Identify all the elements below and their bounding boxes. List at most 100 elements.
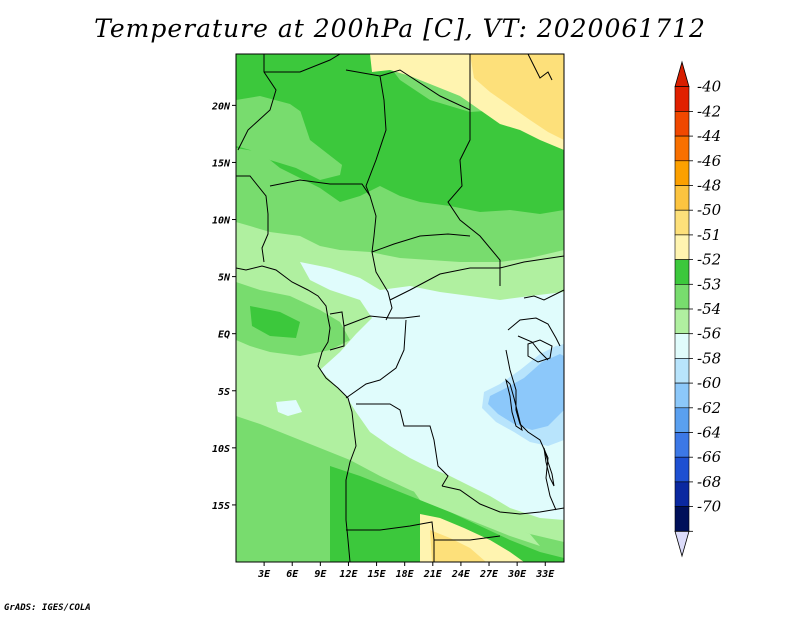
map-frame <box>235 53 565 563</box>
border-12 <box>329 326 345 351</box>
colorbar-label: -40 <box>697 78 722 96</box>
field-band-56-patch <box>276 400 302 416</box>
lon-tick-label: 30E <box>507 569 527 580</box>
lon-tick-label: 33E <box>535 569 555 580</box>
colorbar-label: -44 <box>697 127 721 145</box>
coastline-west <box>236 265 357 562</box>
field-band-56-central <box>300 262 564 520</box>
lat-tick-label: 10S <box>212 444 230 455</box>
colorbar-segment <box>674 209 690 236</box>
lake-tanganyika <box>505 378 523 432</box>
colorbar-segment <box>674 160 690 186</box>
lon-tick-label: 3E <box>257 569 271 580</box>
colorbar-segment <box>674 185 690 211</box>
colorbar-segment <box>674 432 690 458</box>
colorbar-label: -50 <box>697 201 722 219</box>
lake-victoria <box>527 339 553 363</box>
colorbar-label: -64 <box>697 424 721 442</box>
field-band-52-west <box>300 110 370 170</box>
lon-tick-label: 6E <box>286 569 299 580</box>
latitude-axis: 20N 15N 10N 5N EQ 5S 10S 15S <box>211 101 236 512</box>
colorbar-segment <box>674 407 690 433</box>
border-17 <box>434 535 501 541</box>
colorbar-segment <box>674 135 690 162</box>
political-boundaries <box>236 54 564 562</box>
chart-title: Temperature at 200hPa [C], VT: 202006171… <box>94 14 706 43</box>
lat-tick-label: 5N <box>218 273 231 284</box>
red-sea-coast <box>527 54 553 81</box>
lat-tick-label: 15N <box>212 158 231 169</box>
temperature-field <box>236 54 564 562</box>
border-8 <box>371 233 471 253</box>
border-9 <box>371 251 393 321</box>
colorbar-label: -60 <box>697 374 722 392</box>
lon-tick-label: 12E <box>339 569 358 580</box>
colorbar-segment <box>674 333 690 359</box>
border-10 <box>389 255 564 301</box>
colorbar-label: -42 <box>697 102 721 120</box>
border-13 <box>345 319 407 399</box>
colorbar-label: -66 <box>697 448 722 466</box>
border-3 <box>345 54 471 111</box>
border-11 <box>329 311 421 327</box>
colorbar-segment <box>674 283 690 310</box>
colorbar-segment <box>674 506 690 532</box>
field-band-50-ne <box>470 54 564 140</box>
colorbar-top-cap <box>674 60 690 88</box>
border-19 <box>507 317 561 347</box>
border-4 <box>365 75 387 197</box>
colorbar-segment <box>674 111 690 137</box>
longitude-axis: 3E 6E 9E 12E 15E 18E 21E 24E 27E 30E 33E <box>257 562 555 580</box>
field-band-53-south <box>236 416 564 562</box>
lon-tick-label: 15E <box>368 569 387 580</box>
colorbar-segment <box>674 86 690 112</box>
lat-tick-label: 10N <box>212 216 231 227</box>
lat-tick-label: EQ <box>218 330 230 341</box>
border-18 <box>523 289 564 301</box>
field-band-50-south <box>430 530 486 562</box>
lon-tick-label: 18E <box>396 569 415 580</box>
colorbar-segment <box>674 481 690 507</box>
lake-malawi <box>543 447 555 487</box>
border-6 <box>236 175 269 263</box>
colorbar-bottom-cap <box>674 530 690 558</box>
border-21 <box>517 335 549 361</box>
colorbar-label: -53 <box>697 275 721 293</box>
lat-tick-label: 15S <box>212 501 230 512</box>
colorbar-label: -52 <box>697 251 721 269</box>
lon-tick-label: 27E <box>479 569 499 580</box>
colorbar-segment <box>674 259 690 285</box>
colorbar-label: -62 <box>697 399 721 417</box>
border-14 <box>356 403 449 487</box>
border-2 <box>264 54 341 73</box>
lat-tick-label: 20N <box>211 101 231 112</box>
colorbar-label: -54 <box>697 300 721 318</box>
lat-tick-label: 5S <box>218 387 230 398</box>
field-band-52-gulf <box>250 306 300 338</box>
lon-tick-label: 21E <box>423 569 443 580</box>
colorbar-segment <box>674 308 690 335</box>
colorbar-label: -46 <box>697 152 722 170</box>
border-5 <box>447 110 501 286</box>
field-band-60-east <box>488 354 564 430</box>
credit-label: GrADS: IGES/COLA <box>4 603 91 613</box>
colorbar-label: -70 <box>697 498 722 516</box>
border-7 <box>269 179 377 253</box>
border-20 <box>505 349 557 511</box>
field-band-52-south <box>330 466 564 562</box>
border-1 <box>237 54 277 151</box>
colorbar: -40 -42 -44 -46 -48 -50 -51 -52 -53 -54 -56 -58 -60 -… <box>674 60 722 558</box>
colorbar-label: -56 <box>697 325 722 343</box>
colorbar-label: -58 <box>697 349 721 367</box>
colorbar-label: -48 <box>697 177 721 195</box>
field-band-54-south-strip <box>410 486 540 546</box>
colorbar-segment <box>674 382 690 409</box>
lon-tick-label: 24E <box>451 569 471 580</box>
colorbar-segment <box>674 234 690 260</box>
colorbar-segment <box>674 456 690 483</box>
border-15 <box>441 485 564 515</box>
field-band-53-west <box>236 96 345 180</box>
border-16 <box>346 521 435 562</box>
colorbar-label: -68 <box>697 473 721 491</box>
